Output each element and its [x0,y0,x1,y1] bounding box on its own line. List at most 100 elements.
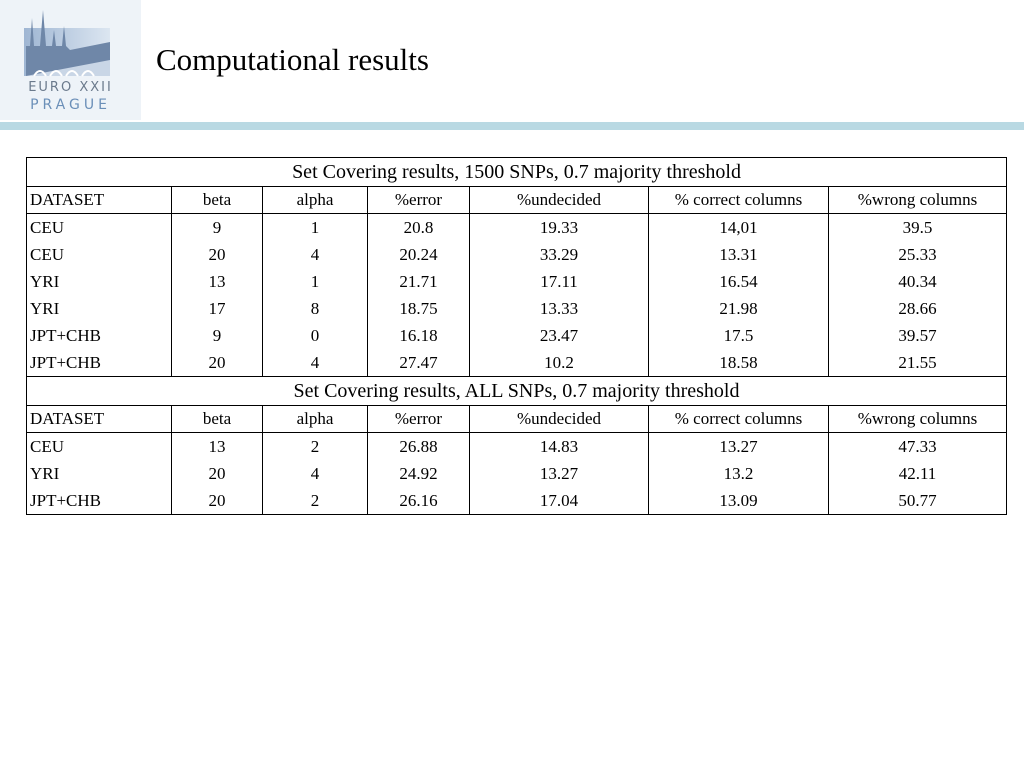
column-header: %error [367,186,470,214]
table-cell: JPT+CHB [26,487,172,515]
table-cell: 21.71 [367,268,470,295]
table-row: CEU 20 4 20.24 33.29 13.31 25.33 [26,241,1008,268]
column-header: %wrong columns [827,186,1008,214]
table-cell: 13.33 [469,295,649,322]
table-cell: 26.16 [367,487,470,515]
table-cell: 14,01 [648,213,829,241]
table-cell: 20 [171,460,263,487]
table-cell: 4 [262,241,368,268]
table-cell: 26.88 [367,432,470,460]
table-cell: 4 [262,349,368,377]
table-header-row: DATASET beta alpha %error %undecided % c… [26,186,1008,214]
results-table-1500-snps: Set Covering results, 1500 SNPs, 0.7 maj… [25,157,1008,377]
table-cell: 17.11 [469,268,649,295]
table-cell: 1 [262,213,368,241]
column-header: %error [367,405,470,433]
table-cell: 20 [171,487,263,515]
table-cell: CEU [26,213,172,241]
table-cell: CEU [26,432,172,460]
table-cell: 21.98 [648,295,829,322]
table-cell: 25.33 [827,241,1008,268]
table-cell: 18.75 [367,295,470,322]
table-cell: 23.47 [469,322,649,349]
results-table-all-snps: Set Covering results, ALL SNPs, 0.7 majo… [26,376,1007,515]
logo-text-euro: EURO XXII [28,80,113,95]
column-header: DATASET [26,405,172,433]
header-divider [0,122,1024,130]
prague-skyline-icon [0,0,141,120]
table-cell: 47.33 [828,432,1007,460]
column-header: % correct columns [648,186,829,214]
table-cell: 20 [171,349,263,377]
column-header: beta [171,405,263,433]
table-body: CEU 13 2 26.88 14.83 13.27 47.33 YRI 20 4 24.92 13.… [26,432,1007,515]
table-row: JPT+CHB 20 4 27.47 10.2 18.58 21.55 [26,349,1008,377]
table-cell: JPT+CHB [26,322,172,349]
table-cell: 13.31 [648,241,829,268]
table-body: CEU 9 1 20.8 19.33 14,01 39.5 CEU 20 4 20.24 33.29 1… [26,213,1008,377]
column-header: %undecided [469,186,649,214]
table-cell: CEU [26,241,172,268]
table-row: JPT+CHB 20 2 26.16 17.04 13.09 50.77 [26,487,1007,515]
table-cell: 27.47 [367,349,470,377]
logo-text-prague: PRAGUE [30,97,111,113]
table-cell: 16.54 [648,268,829,295]
table-cell: 18.58 [648,349,829,377]
column-header: %undecided [469,405,649,433]
table-cell: 10.2 [469,349,649,377]
table-cell: 13 [171,268,263,295]
table-cell: 4 [262,460,368,487]
table-cell: 39.57 [827,322,1008,349]
conference-logo: EURO XXII PRAGUE [0,0,141,120]
table-row: CEU 13 2 26.88 14.83 13.27 47.33 [26,432,1007,460]
table-cell: 13.27 [648,432,829,460]
table-cell: YRI [26,460,172,487]
table-cell: 9 [171,213,263,241]
column-header: alpha [262,405,368,433]
table-cell: 13.27 [469,460,649,487]
table-cell: YRI [26,268,172,295]
table-cell: 1 [262,268,368,295]
table-caption: Set Covering results, ALL SNPs, 0.7 majo… [26,376,1007,406]
table-cell: 19.33 [469,213,649,241]
table-cell: 39.5 [827,213,1008,241]
table-header-row: DATASET beta alpha %error %undecided % c… [26,405,1007,433]
table-cell: 28.66 [827,295,1008,322]
table-cell: 16.18 [367,322,470,349]
column-header: % correct columns [648,405,829,433]
table-row: CEU 9 1 20.8 19.33 14,01 39.5 [26,213,1008,241]
table-cell: 0 [262,322,368,349]
table-cell: 20.24 [367,241,470,268]
table-cell: 13 [171,432,263,460]
table-cell: 20.8 [367,213,470,241]
table-cell: 33.29 [469,241,649,268]
table-cell: 14.83 [469,432,649,460]
table-cell: 8 [262,295,368,322]
column-header: %wrong columns [828,405,1007,433]
table-cell: 20 [171,241,263,268]
table-row: JPT+CHB 9 0 16.18 23.47 17.5 39.57 [26,322,1008,349]
table-row: YRI 13 1 21.71 17.11 16.54 40.34 [26,268,1008,295]
table-cell: 40.34 [827,268,1008,295]
table-caption: Set Covering results, 1500 SNPs, 0.7 maj… [25,157,1008,187]
table-cell: 17.5 [648,322,829,349]
table-cell: 17.04 [469,487,649,515]
table-cell: 2 [262,432,368,460]
table-cell: 21.55 [827,349,1008,377]
table-cell: 50.77 [828,487,1007,515]
table-cell: 17 [171,295,263,322]
table-cell: 42.11 [828,460,1007,487]
table-row: YRI 17 8 18.75 13.33 21.98 28.66 [26,295,1008,322]
table-cell: 13.2 [648,460,829,487]
table-cell: YRI [26,295,172,322]
column-header: alpha [262,186,368,214]
table-cell: 24.92 [367,460,470,487]
slide-title: Computational results [156,42,429,77]
column-header: DATASET [26,186,172,214]
table-cell: JPT+CHB [26,349,172,377]
table-cell: 13.09 [648,487,829,515]
table-cell: 9 [171,322,263,349]
column-header: beta [171,186,263,214]
table-row: YRI 20 4 24.92 13.27 13.2 42.11 [26,460,1007,487]
table-cell: 2 [262,487,368,515]
